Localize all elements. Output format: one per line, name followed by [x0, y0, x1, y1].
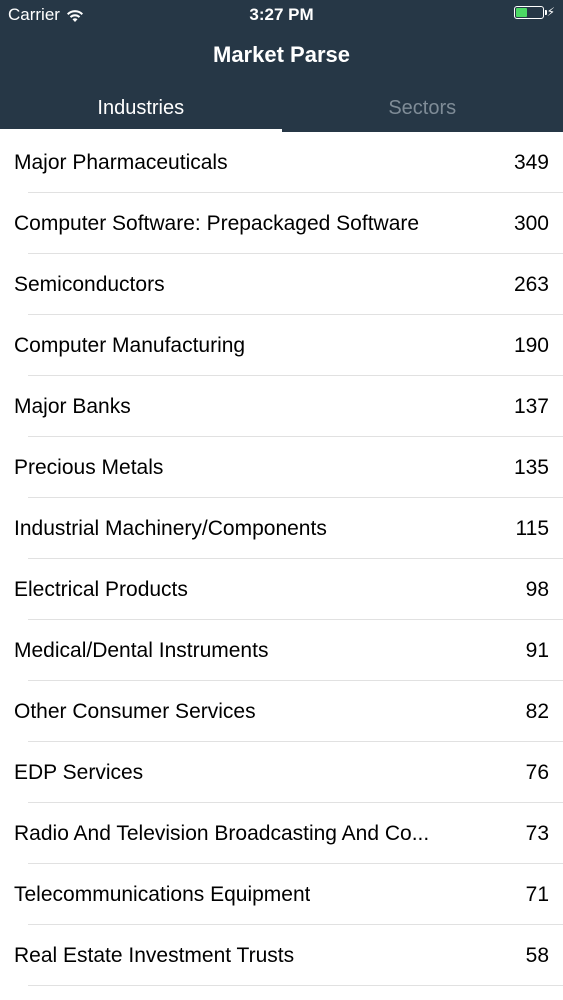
industry-name: Telecommunications Equipment — [14, 882, 311, 906]
page-title: Market Parse — [213, 42, 350, 67]
industry-name: Semiconductors — [14, 272, 165, 296]
battery-group: ⚡ — [513, 5, 555, 19]
industry-name: Other Consumer Services — [14, 699, 256, 723]
industry-count: 76 — [525, 760, 549, 784]
industry-name: Electrical Products — [14, 577, 188, 601]
wifi-icon — [66, 8, 84, 22]
list-item[interactable]: Radio And Television Broadcasting And Co… — [0, 803, 563, 864]
header: Carrier 3:27 PM ⚡ Market Parse Industrie… — [0, 0, 563, 132]
industry-count: 91 — [525, 638, 549, 662]
industry-name: Computer Software: Prepackaged Software — [14, 211, 420, 235]
industry-name: EDP Services — [14, 760, 144, 784]
industry-name: Precious Metals — [14, 455, 164, 479]
industry-name: Major Pharmaceuticals — [14, 150, 228, 174]
charging-bolt-icon: ⚡ — [546, 5, 555, 19]
industry-name: Real Estate Investment Trusts — [14, 943, 295, 967]
list-item[interactable]: Electrical Products 98 — [0, 559, 563, 620]
industries-list: Major Pharmaceuticals 349 Computer Softw… — [0, 132, 563, 986]
carrier-label: Carrier — [8, 5, 60, 24]
tab-industries[interactable]: Industries — [0, 86, 282, 132]
industry-count: 349 — [513, 150, 549, 174]
industry-count: 71 — [525, 882, 549, 906]
industry-count: 73 — [525, 821, 549, 845]
industry-name: Medical/Dental Instruments — [14, 638, 269, 662]
list-item[interactable]: EDP Services 76 — [0, 742, 563, 803]
industry-count: 190 — [513, 333, 549, 357]
industry-count: 58 — [525, 943, 549, 967]
list-item[interactable]: Major Banks 137 — [0, 376, 563, 437]
carrier-group: Carrier — [8, 5, 84, 25]
industry-name: Major Banks — [14, 394, 131, 418]
list-item[interactable]: Computer Manufacturing 190 — [0, 315, 563, 376]
tab-industries-label: Industries — [97, 97, 185, 119]
list-item[interactable]: Semiconductors 263 — [0, 254, 563, 315]
industry-count: 98 — [525, 577, 549, 601]
active-tab-indicator — [0, 129, 282, 132]
industry-count: 137 — [513, 394, 549, 418]
battery-icon — [513, 6, 547, 19]
industry-count: 82 — [525, 699, 549, 723]
industry-count: 135 — [513, 455, 549, 479]
battery-fill — [515, 8, 527, 17]
industry-count: 263 — [513, 272, 549, 296]
status-time: 3:27 PM — [249, 5, 314, 24]
industry-count: 300 — [513, 211, 549, 235]
list-item[interactable]: Telecommunications Equipment 71 — [0, 864, 563, 925]
list-item[interactable]: Medical/Dental Instruments 91 — [0, 620, 563, 681]
industry-name: Industrial Machinery/Components — [14, 516, 327, 540]
list-item[interactable]: Other Consumer Services 82 — [0, 681, 563, 742]
list-item[interactable]: Real Estate Investment Trusts 58 — [0, 925, 563, 986]
industry-name: Computer Manufacturing — [14, 333, 246, 357]
industry-count: 115 — [515, 516, 549, 540]
list-item[interactable]: Precious Metals 135 — [0, 437, 563, 498]
status-bar: Carrier 3:27 PM ⚡ — [0, 0, 563, 30]
list-item[interactable]: Industrial Machinery/Components 115 — [0, 498, 563, 559]
tab-sectors[interactable]: Sectors — [282, 86, 563, 132]
tab-sectors-label: Sectors — [388, 97, 457, 119]
list-item[interactable]: Computer Software: Prepackaged Software … — [0, 193, 563, 254]
industry-name: Radio And Television Broadcasting And Co… — [14, 821, 430, 845]
segmented-tabs: Industries Sectors — [0, 86, 563, 132]
list-item[interactable]: Major Pharmaceuticals 349 — [0, 132, 563, 193]
